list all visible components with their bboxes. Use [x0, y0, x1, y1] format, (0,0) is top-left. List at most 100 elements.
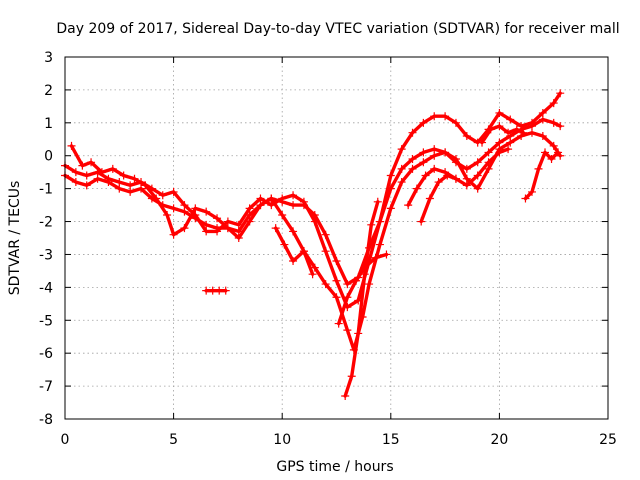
data-point-plus: [430, 164, 439, 173]
data-point-plus: [462, 131, 471, 140]
data-point-plus: [486, 125, 495, 134]
data-point-plus: [419, 118, 428, 127]
data-point-plus: [541, 148, 550, 157]
data-point-plus: [169, 230, 178, 239]
data-point-plus: [280, 240, 289, 249]
data-point-plus: [289, 201, 298, 210]
data-point-plus: [202, 207, 211, 216]
data-point-plus: [289, 227, 298, 236]
data-point-plus: [397, 178, 406, 187]
data-point-plus: [534, 164, 543, 173]
y-tick-labels: 3 2 1 0 -1 -2 -3 -4 -5 -6 -7 -8: [39, 50, 53, 428]
series-trace: [63, 117, 562, 286]
data-point-plus: [82, 181, 91, 190]
data-point-plus: [334, 319, 343, 328]
series-trace: [343, 200, 380, 398]
data-point-plus: [462, 164, 471, 173]
data-point-plus: [554, 148, 563, 157]
data-point-plus: [556, 122, 565, 131]
data-point-plus: [506, 138, 515, 147]
y-tick-label: -5: [39, 313, 53, 329]
data-point-plus: [115, 178, 124, 187]
data-point-plus: [278, 210, 287, 219]
data-point-plus: [71, 178, 80, 187]
y-tick-label: -6: [39, 346, 53, 362]
data-point-plus: [163, 210, 172, 219]
data-point-plus: [152, 194, 161, 203]
data-point-plus: [256, 201, 265, 210]
data-point-plus: [104, 174, 113, 183]
data-point-plus: [321, 230, 330, 239]
series-group: [61, 89, 565, 400]
y-tick-label: -1: [39, 182, 53, 198]
chart-title: Day 209 of 2017, Sidereal Day-to-day VTE…: [56, 21, 619, 37]
series-6: [334, 250, 391, 328]
data-point-plus: [408, 164, 417, 173]
x-tick-label: 0: [61, 432, 70, 448]
y-tick-label: -3: [39, 247, 53, 263]
data-point-plus: [451, 174, 460, 183]
data-point-plus: [299, 247, 308, 256]
data-point-plus: [213, 214, 222, 223]
data-point-plus: [473, 184, 482, 193]
data-point-plus: [373, 197, 382, 206]
y-tick-label: -2: [39, 215, 53, 231]
series-trace: [69, 131, 562, 352]
data-point-plus: [332, 293, 341, 302]
data-point-plus: [382, 250, 391, 259]
data-point-plus: [547, 155, 556, 164]
data-point-plus: [347, 372, 356, 381]
data-point-plus: [473, 171, 482, 180]
x-axis-label: GPS time / hours: [276, 459, 393, 475]
data-point-plus: [310, 263, 319, 272]
data-point-plus: [332, 276, 341, 285]
data-point-plus: [223, 224, 232, 233]
series-11: [478, 122, 528, 147]
data-point-plus: [538, 131, 547, 140]
data-point-plus: [549, 118, 558, 127]
data-point-plus: [417, 217, 426, 226]
data-point-plus: [408, 155, 417, 164]
data-point-plus: [495, 122, 504, 131]
data-point-plus: [299, 197, 308, 206]
grid-lines: [65, 57, 608, 419]
data-point-plus: [527, 187, 536, 196]
data-point-plus: [441, 112, 450, 121]
data-point-plus: [360, 270, 369, 279]
data-point-plus: [443, 171, 452, 180]
x-tick-label: 10: [273, 432, 291, 448]
data-point-plus: [67, 141, 76, 150]
data-point-plus: [506, 115, 515, 124]
data-point-plus: [408, 128, 417, 137]
y-tick-label: 0: [44, 149, 53, 165]
data-point-plus: [397, 164, 406, 173]
data-point-plus: [549, 141, 558, 150]
data-point-plus: [451, 118, 460, 127]
data-point-plus: [267, 194, 276, 203]
data-point-plus: [521, 194, 530, 203]
data-point-plus: [441, 148, 450, 157]
data-point-plus: [308, 270, 317, 279]
series-trace: [406, 147, 510, 207]
data-point-plus: [352, 276, 361, 285]
data-point-plus: [504, 128, 513, 137]
data-point-plus: [332, 257, 341, 266]
data-point-plus: [404, 201, 413, 210]
data-point-plus: [158, 191, 167, 200]
data-point-plus: [430, 112, 439, 121]
data-point-plus: [556, 89, 565, 98]
data-point-plus: [397, 145, 406, 154]
data-point-plus: [130, 174, 139, 183]
y-tick-label: -7: [39, 379, 53, 395]
data-point-plus: [519, 128, 528, 137]
series-trace: [523, 150, 560, 201]
data-point-plus: [180, 224, 189, 233]
data-point-plus: [365, 280, 374, 289]
data-point-plus: [517, 122, 526, 131]
data-point-plus: [419, 158, 428, 167]
data-point-plus: [421, 171, 430, 180]
series-5: [202, 286, 230, 295]
data-point-plus: [191, 204, 200, 213]
series-9: [417, 171, 460, 226]
